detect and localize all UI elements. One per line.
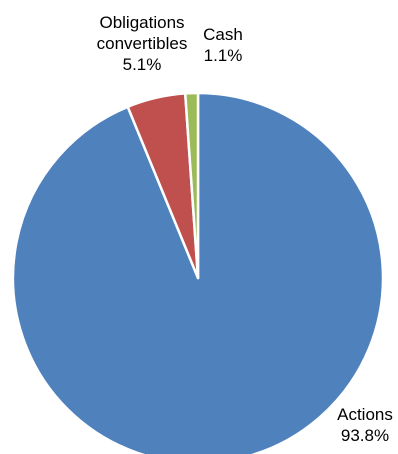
value-label-cash: 1.1% (204, 46, 243, 65)
category-label-obligations-convertibles: convertibles (97, 34, 188, 53)
category-label-obligations-convertibles: Obligations (99, 13, 184, 32)
category-label-cash: Cash (203, 25, 243, 44)
pie-labels: Actions 93.8% Obligations convertibles 5.1% C… (97, 13, 393, 445)
pie-slice-cash (183, 91, 200, 280)
pie-slices (11, 91, 385, 454)
value-label-actions: 93.8% (341, 426, 389, 445)
category-label-actions: Actions (337, 405, 393, 424)
value-label-obligations-convertibles: 5.1% (123, 55, 162, 74)
